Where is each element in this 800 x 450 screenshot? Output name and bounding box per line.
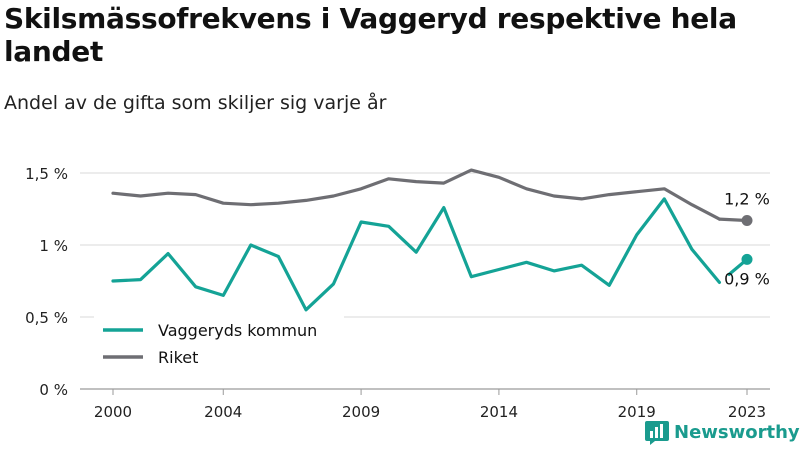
x-tick-label: 2019 xyxy=(618,403,656,421)
end-label-riket: 1,2 % xyxy=(724,190,770,209)
x-tick-label: 2004 xyxy=(204,403,242,421)
x-tick-label: 2014 xyxy=(480,403,518,421)
end-label-vaggeryd: 0,9 % xyxy=(724,269,770,288)
x-tick-label: 2000 xyxy=(94,403,132,421)
legend-background xyxy=(94,312,344,370)
brand-name: Newsworthy xyxy=(674,421,800,443)
x-tick-label: 2009 xyxy=(342,403,380,421)
y-tick-label: 0 % xyxy=(39,381,68,399)
y-tick-label: 0,5 % xyxy=(25,309,68,327)
end-dot-riket xyxy=(741,215,753,227)
y-tick-label: 1,5 % xyxy=(25,165,68,183)
bar-chart-logo-icon xyxy=(645,421,669,445)
brand-logo[interactable]: Newsworthy xyxy=(645,418,800,446)
end-dot-vaggeryd xyxy=(741,253,753,265)
series-line-riket xyxy=(111,168,721,221)
x-tick-label: 2023 xyxy=(728,403,766,421)
chart-title: Skilsmässofrekvens i Vaggeryd respektive… xyxy=(4,2,737,68)
chart-subtitle: Andel av de gifta som skiljer sig varje … xyxy=(4,92,387,114)
y-tick-label: 1 % xyxy=(39,237,68,255)
series-line-vaggeryd xyxy=(111,197,721,312)
legend-label-vaggeryd: Vaggeryds kommun xyxy=(158,321,317,340)
legend-label-riket: Riket xyxy=(158,348,198,367)
